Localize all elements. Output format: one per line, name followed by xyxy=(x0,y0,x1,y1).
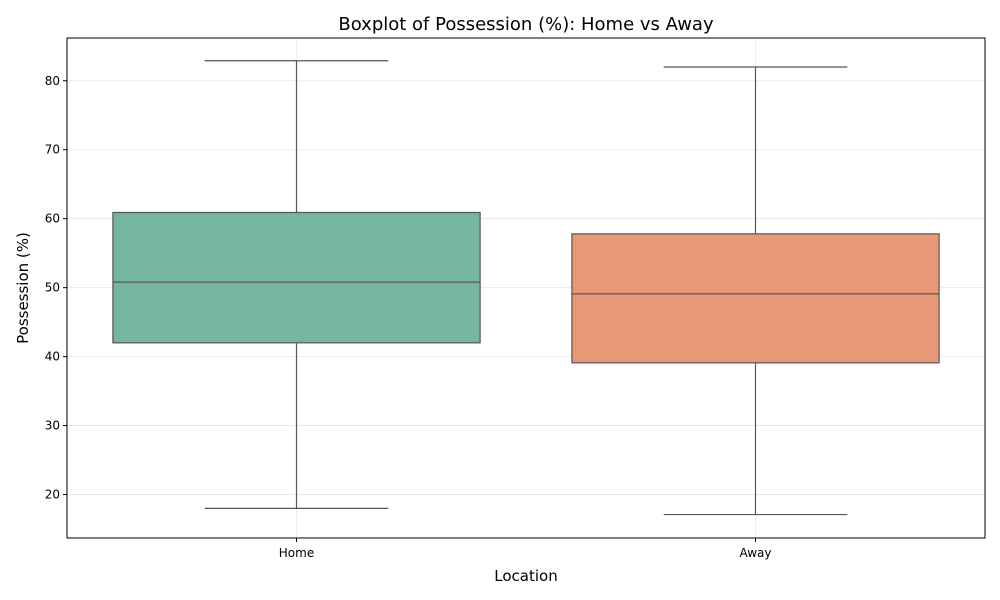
iqr-box xyxy=(571,233,940,364)
box-home xyxy=(112,60,481,509)
y-axis-ticks: 20 30 40 50 60 70 80 xyxy=(45,74,67,502)
y-tick-label: 20 xyxy=(45,488,60,502)
y-tick-label: 80 xyxy=(45,74,60,88)
y-tick-label: 40 xyxy=(45,350,60,364)
y-tick-label: 30 xyxy=(45,419,60,433)
y-tick-label: 60 xyxy=(45,212,60,226)
box-away xyxy=(571,66,940,516)
x-tick-label: Away xyxy=(740,546,772,560)
x-axis-label: Location xyxy=(494,567,557,585)
y-tick-label: 50 xyxy=(45,281,60,295)
iqr-box xyxy=(112,211,481,344)
y-axis-label: Possession (%) xyxy=(14,232,32,344)
y-tick-label: 70 xyxy=(45,143,60,157)
x-axis-ticks: Home Away xyxy=(279,538,772,560)
x-tick-label: Home xyxy=(279,546,314,560)
boxes xyxy=(112,60,940,516)
chart-title: Boxplot of Possession (%): Home vs Away xyxy=(338,14,714,35)
